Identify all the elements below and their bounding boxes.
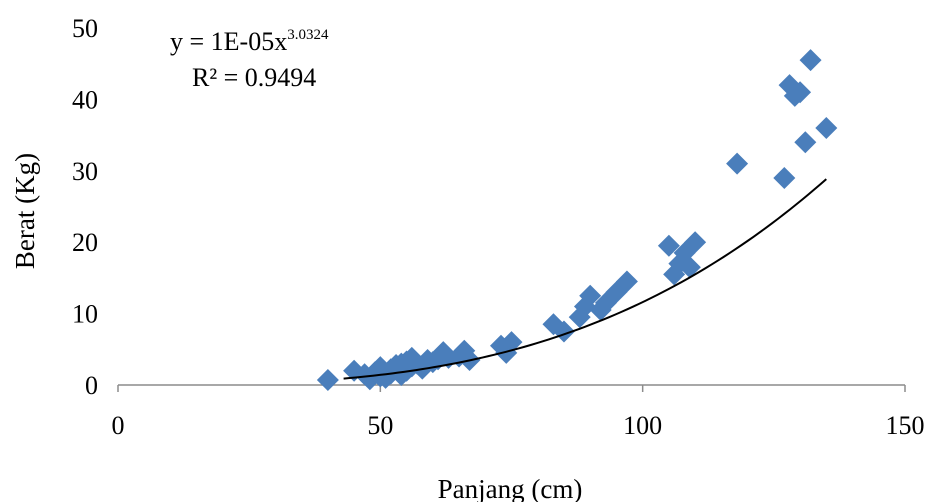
data-points [316,49,838,392]
y-tick-label: 20 [72,228,98,257]
x-axis-ticks [117,385,906,392]
r-squared-label: R² = 0.9494 [192,63,316,92]
data-point [579,284,602,307]
data-point [794,131,817,154]
data-point [678,256,701,279]
trendline [343,178,827,380]
y-tick-labels: 0 10 20 30 40 50 [72,14,98,400]
data-point [799,49,822,72]
data-point [316,369,339,392]
y-tick-label: 30 [72,157,98,186]
data-point [495,341,518,364]
data-point [500,331,523,354]
data-point [684,231,707,254]
x-tick-label: 0 [112,411,125,440]
data-point [789,81,812,104]
data-point [726,152,749,175]
x-tick-labels: 0 50 100 150 [112,411,925,440]
data-point [657,234,680,257]
data-point [615,270,638,293]
y-axis-title: Berat (Kg) [10,153,40,269]
x-tick-label: 150 [886,411,925,440]
y-tick-label: 50 [72,14,98,43]
y-tick-label: 10 [72,300,98,329]
x-tick-label: 50 [367,411,393,440]
trendline-equation: y = 1E-05x3.0324 [170,27,329,56]
x-tick-label: 100 [623,411,662,440]
y-tick-label: 40 [72,85,98,114]
y-tick-label: 0 [85,371,98,400]
x-axis-title: Panjang (cm) [438,474,583,502]
data-point [815,116,838,139]
data-point [773,166,796,189]
